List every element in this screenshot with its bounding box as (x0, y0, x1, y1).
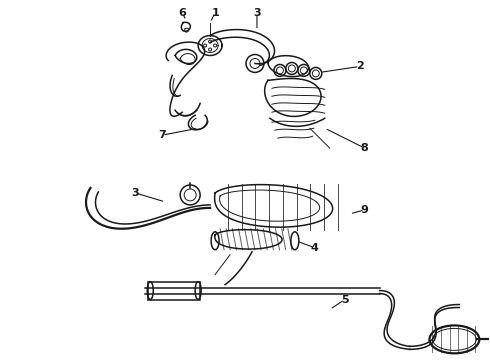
Text: 7: 7 (158, 130, 166, 140)
Text: 8: 8 (361, 143, 368, 153)
Text: 3: 3 (131, 188, 139, 198)
Text: 5: 5 (341, 294, 348, 305)
Text: 9: 9 (361, 205, 368, 215)
Text: 3: 3 (253, 8, 261, 18)
Text: 6: 6 (178, 8, 186, 18)
Text: 2: 2 (356, 62, 364, 71)
Text: 4: 4 (311, 243, 319, 253)
Text: 1: 1 (211, 8, 219, 18)
